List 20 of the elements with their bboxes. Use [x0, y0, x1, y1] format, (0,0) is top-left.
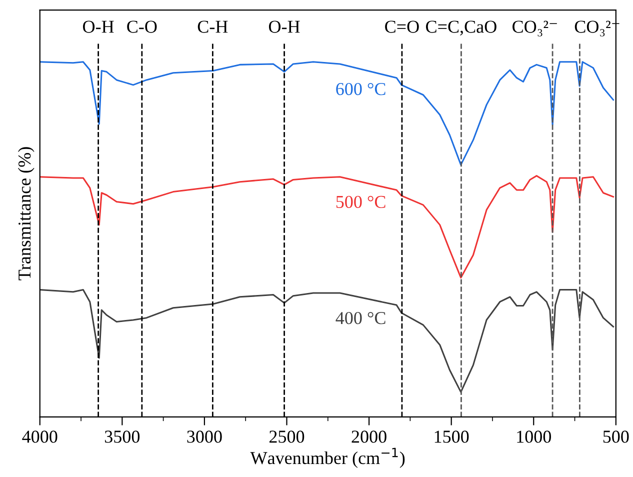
x-tick-label: 500 [603, 430, 629, 443]
x-tick-label: 4000 [22, 430, 58, 443]
ref-line-label: O-H [268, 20, 300, 33]
series-label: 600 °C [336, 82, 386, 96]
ref-line-label: O-H [83, 20, 114, 33]
x-tick-label: 3000 [187, 430, 222, 443]
x-tick-label: 1000 [517, 430, 551, 443]
series-label: 400 °C [336, 312, 386, 324]
ref-line-label: CO₃²⁻ [512, 20, 557, 36]
ref-line-label: C=O [385, 20, 419, 33]
x-tick-label: 2000 [352, 430, 386, 443]
x-axis-title: Wavenumber (cm$^{−1}$) [250, 448, 405, 468]
y-axis-title: Transmittance (%) [18, 147, 34, 280]
x-tick-label: 3500 [104, 430, 140, 443]
ref-line-label: C-H [198, 20, 228, 33]
series-label: 500 °C [336, 196, 386, 208]
ref-line-label: C=C,CaO [426, 20, 496, 36]
ref-line-label: C-O [127, 20, 157, 33]
x-tick-label: 1500 [434, 430, 469, 443]
x-tick-label: 2500 [269, 430, 304, 443]
